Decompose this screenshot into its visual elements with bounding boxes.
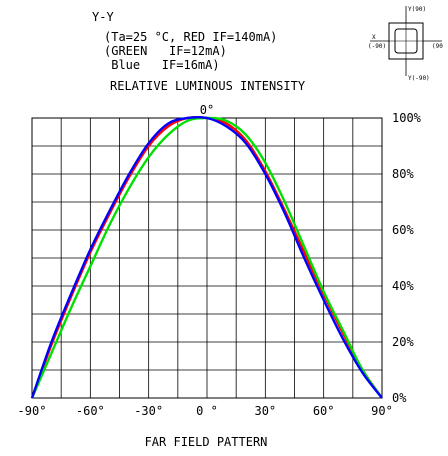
top-angle-label: 0° bbox=[200, 103, 214, 117]
x-tick-label-6: 90° bbox=[371, 404, 393, 418]
y-tick-label-4: 80% bbox=[392, 167, 414, 181]
x-tick-label-5: 60° bbox=[313, 404, 335, 418]
axis-name-label: Y-Y bbox=[92, 10, 114, 24]
condition-line-2: (GREEN IF=12mA) bbox=[104, 44, 227, 58]
series-line-2 bbox=[30, 115, 383, 399]
orientation-right-label: (90 bbox=[432, 43, 443, 50]
orientation-bottom-label: Y(-90) bbox=[408, 75, 430, 82]
package-orientation-icon: Y(90) X (-90) (90 Y(-90) bbox=[368, 6, 443, 82]
x-tick-label-1: -60° bbox=[76, 404, 105, 418]
chart-series-group bbox=[30, 115, 383, 399]
condition-line-1: (Ta=25 °C, RED IF=140mA) bbox=[104, 30, 278, 44]
x-tick-label-2: -30° bbox=[134, 404, 163, 418]
x-tick-label-3: 0 ° bbox=[196, 404, 218, 418]
y-tick-label-0: 0% bbox=[392, 391, 407, 405]
y-tick-label-1: 20% bbox=[392, 335, 414, 349]
orientation-left-label-bottom: (-90) bbox=[368, 43, 386, 50]
chart-grid bbox=[31, 117, 383, 399]
orientation-left-label-top: X bbox=[372, 34, 376, 41]
condition-line-3: Blue IF=16mA) bbox=[104, 58, 220, 72]
y-tick-label-2: 40% bbox=[392, 279, 414, 293]
x-tick-label-0: -90° bbox=[18, 404, 47, 418]
y-tick-label-5: 100% bbox=[392, 111, 422, 125]
x-axis-title: FAR FIELD PATTERN bbox=[145, 435, 268, 449]
x-tick-label-4: 30° bbox=[254, 404, 276, 418]
chart-subtitle: RELATIVE LUMINOUS INTENSITY bbox=[110, 79, 306, 93]
orientation-top-label: Y(90) bbox=[408, 6, 426, 13]
y-tick-label-3: 60% bbox=[392, 223, 414, 237]
chart-labels: -90° -60° -30° 0 ° 30° 60° 90° 0° 0% 20% 40% 60% 80%… bbox=[18, 103, 422, 418]
